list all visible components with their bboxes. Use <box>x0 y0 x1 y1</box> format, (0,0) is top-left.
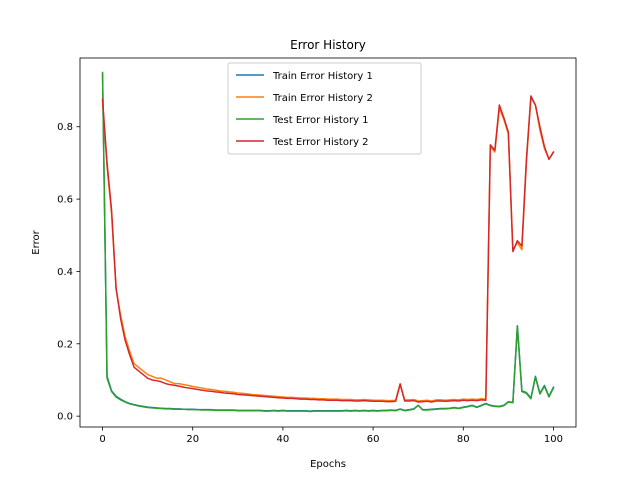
x-tick-label: 20 <box>186 434 199 445</box>
y-axis-label: Error <box>31 229 42 254</box>
series-line-2 <box>101 97 555 402</box>
series-line-4 <box>101 95 555 403</box>
x-tick-label: 60 <box>367 434 380 445</box>
y-tick-label: 0.6 <box>57 195 73 206</box>
y-tick-label: 0.2 <box>57 339 73 350</box>
legend-label-1: Train Error History 1 <box>272 71 373 82</box>
x-tick-label: 40 <box>277 434 290 445</box>
legend-label-2: Train Error History 2 <box>272 93 373 104</box>
legend-box <box>227 62 422 155</box>
series-line-3 <box>101 71 555 413</box>
legend-label-3: Test Error History 1 <box>272 115 369 126</box>
y-axis-ticks: 0.0 0.2 0.4 0.6 0.8 <box>57 122 80 423</box>
y-tick-label: 0.4 <box>57 267 73 278</box>
plot-frame <box>79 57 577 428</box>
legend: Train Error History 1 Train Error History… <box>227 62 422 155</box>
chart-title: Error History <box>290 38 366 52</box>
x-axis-label: Epochs <box>310 459 346 470</box>
series-layer <box>101 71 555 413</box>
y-tick-label: 0.0 <box>57 412 73 423</box>
x-tick-label: 100 <box>544 434 563 445</box>
y-tick-label: 0.8 <box>57 122 73 133</box>
x-axis-ticks: 0 20 40 60 80 100 <box>99 427 563 445</box>
legend-label-4: Test Error History 2 <box>272 137 369 148</box>
x-tick-label: 0 <box>99 434 105 445</box>
x-tick-label: 80 <box>457 434 470 445</box>
